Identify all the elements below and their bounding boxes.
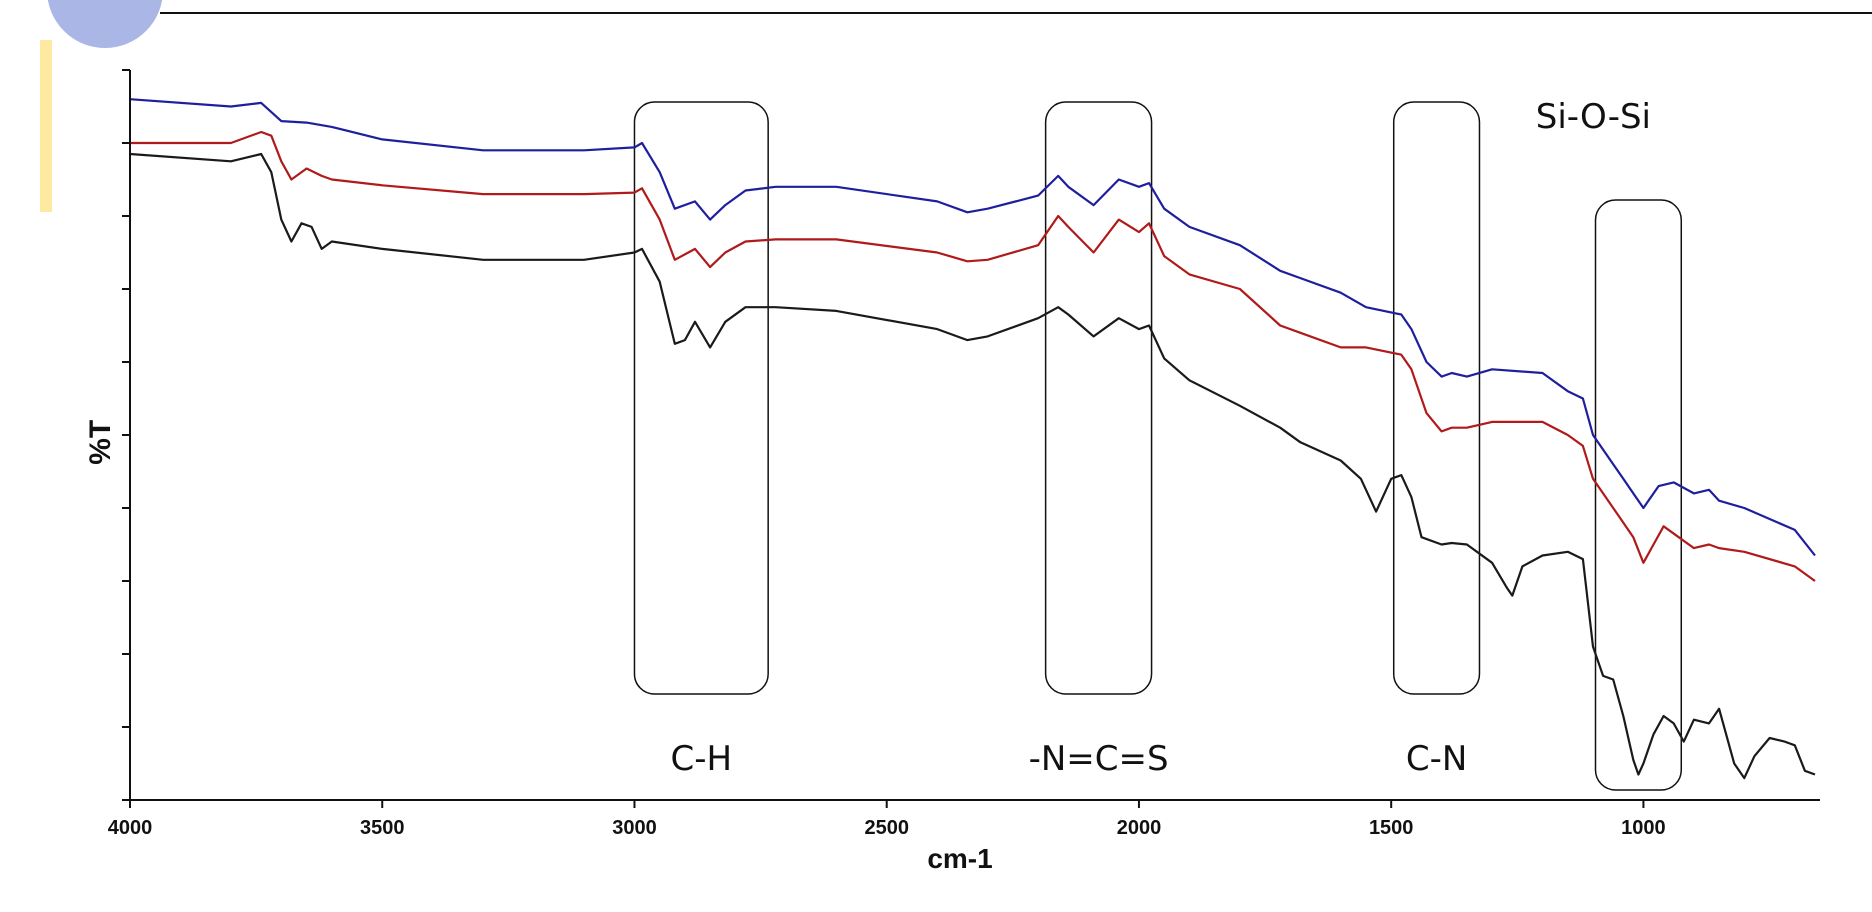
spectrum-line-red (130, 130, 1816, 582)
band-label-c-n: C-N (1406, 739, 1467, 779)
x-tick-label-1500: 1500 (1369, 817, 1414, 839)
x-tick-label-3000: 3000 (612, 817, 657, 839)
spectrum-line-black (129, 152, 1816, 780)
y-axis-label: %T (84, 420, 117, 465)
band-box-si-o-si (1594, 199, 1683, 791)
x-tick-label-1000: 1000 (1621, 817, 1666, 839)
x-tick-label-3500: 3500 (360, 817, 405, 839)
band-label-n-c-s: -N=C=S (1029, 739, 1169, 779)
spectrum-line-blue (129, 98, 1816, 557)
band-labels: C-H -N=C=S C-N Si-O-Si (671, 97, 1651, 779)
band-label-si-o-si: Si-O-Si (1536, 97, 1651, 137)
band-box-c-h (633, 101, 769, 695)
x-tick-label-4000: 4000 (108, 817, 153, 839)
band-box-n-c-s (1044, 101, 1153, 695)
band-box-c-n (1392, 101, 1481, 695)
x-tick-label-2500: 2500 (864, 817, 909, 839)
spectra (129, 98, 1816, 780)
x-tick-label-2000: 2000 (1117, 817, 1162, 839)
band-boxes (633, 101, 1683, 791)
axes: 4000 3500 3000 2500 2000 1500 1000 cm-1 %T (84, 69, 1820, 874)
x-axis-label: cm-1 (927, 843, 992, 874)
band-label-c-h: C-H (671, 739, 733, 779)
decorative-blue-circle (47, 0, 163, 48)
decorative-yellow-bar (40, 40, 52, 212)
